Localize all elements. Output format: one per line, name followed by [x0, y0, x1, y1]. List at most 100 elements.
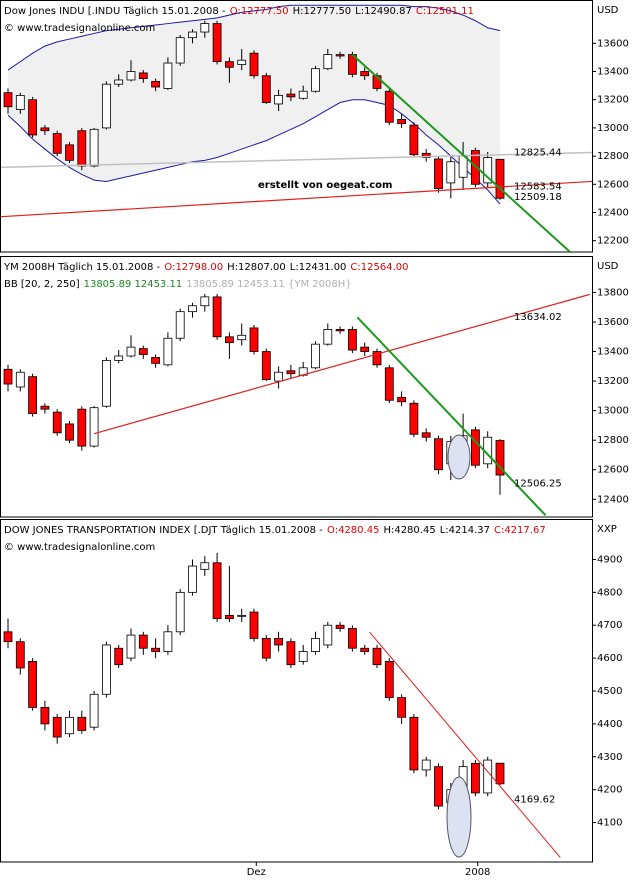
- candle-body: [77, 130, 87, 167]
- quote-value: L:12490.87: [355, 6, 412, 17]
- y-tick-label: 12400: [597, 494, 629, 505]
- candle-body: [175, 37, 185, 64]
- candle-body: [40, 405, 50, 410]
- y-tick-label: 4800: [597, 587, 622, 598]
- candle-body: [483, 759, 493, 794]
- candle-body: [347, 328, 357, 351]
- candle-body: [495, 440, 505, 476]
- candle-body: [151, 357, 161, 364]
- candle-body: [28, 376, 38, 414]
- candle-body: [151, 647, 161, 652]
- candle-body: [224, 614, 234, 620]
- candle-body: [397, 396, 407, 403]
- candle-body: [163, 631, 173, 652]
- price-label: 13634.02: [514, 312, 562, 323]
- candle-body: [188, 565, 197, 593]
- y-tick-label: 4300: [597, 752, 622, 763]
- y-tick-label: 12600: [597, 465, 629, 476]
- candle-body: [261, 637, 271, 659]
- y-tick-label: 13000: [597, 123, 629, 134]
- y-tick-label: 12200: [597, 236, 629, 247]
- candle-body: [397, 119, 407, 125]
- candle-body: [409, 124, 419, 156]
- band-line: [7, 4, 501, 71]
- candle-body: [335, 328, 345, 332]
- highlight-ellipse: [447, 434, 471, 480]
- candle-body: [114, 355, 124, 361]
- candle-body: [298, 651, 308, 662]
- candle-body: [3, 368, 13, 385]
- candle-body: [200, 562, 210, 570]
- y-tick-label: 13800: [597, 287, 629, 298]
- candle-body: [175, 311, 185, 339]
- title-text: YM 2008H Täglich 15.01.2008 -: [3, 262, 160, 273]
- candle-body: [372, 647, 382, 666]
- indicator-values: 13805.89 12453.11: [84, 279, 183, 290]
- candle-body: [286, 370, 296, 375]
- candle-body: [102, 83, 111, 129]
- source-label: © www.tradesignalonline.com: [4, 542, 155, 553]
- candle-body: [3, 631, 13, 643]
- candle-body: [360, 71, 370, 77]
- candle-body: [52, 716, 62, 738]
- trend-line: [351, 53, 571, 252]
- candle-body: [360, 346, 370, 352]
- indicator-name: BB [20, 2, 250]: [4, 279, 80, 290]
- panel-frame: [0, 256, 593, 518]
- y-tick-label: 4100: [597, 818, 622, 829]
- candle-body: [495, 158, 505, 199]
- unit-label: USD: [597, 261, 619, 272]
- candle-body: [212, 23, 222, 63]
- candle-body: [65, 716, 74, 735]
- candle-body: [114, 79, 124, 85]
- candle-body: [65, 144, 74, 161]
- trend-line: [1, 151, 592, 169]
- trend-line: [356, 316, 547, 516]
- y-tick-label: 4200: [597, 785, 622, 796]
- candle-body: [89, 407, 99, 447]
- candle-body: [261, 351, 271, 381]
- highlight-ellipse: [446, 776, 472, 858]
- candle-body: [458, 155, 468, 178]
- candle-body: [52, 411, 62, 434]
- candle-body: [298, 90, 308, 99]
- candle-body: [200, 23, 210, 33]
- candle-body: [126, 634, 136, 659]
- candle-body: [3, 92, 13, 108]
- price-label: 12509.18: [514, 192, 562, 203]
- candle-body: [335, 624, 345, 629]
- candle-body: [274, 371, 284, 382]
- quote-value: O:4280.45: [327, 525, 379, 536]
- y-tick-label: 13600: [597, 317, 629, 328]
- candle-body: [495, 762, 505, 785]
- price-label: 4169.62: [514, 795, 555, 806]
- y-tick-label: 12800: [597, 151, 629, 162]
- candle-body: [65, 423, 74, 441]
- candle-body: [224, 61, 234, 68]
- candle-body: [421, 152, 431, 158]
- candle-body: [175, 591, 185, 633]
- x-tick-label: Dez: [247, 867, 266, 878]
- quote-value: H:4280.45: [383, 525, 435, 536]
- price-label: 12506.25: [514, 479, 562, 490]
- candle-body: [237, 59, 247, 65]
- candle-body: [311, 637, 320, 652]
- candle-body: [372, 351, 382, 366]
- candle-body: [163, 337, 173, 366]
- candle-body: [89, 128, 99, 167]
- price-label: 12583.54: [514, 182, 562, 193]
- unit-label: XXP: [597, 524, 617, 535]
- candle-body: [77, 716, 87, 731]
- candle-body: [40, 127, 50, 132]
- trend-line: [1, 180, 592, 218]
- candle-body: [200, 296, 210, 307]
- candle-body: [15, 371, 25, 388]
- candle-body: [151, 80, 161, 88]
- candle-body: [52, 133, 62, 154]
- quote-value: C:12501.11: [416, 6, 474, 17]
- candle-body: [409, 402, 419, 435]
- candle-body: [138, 72, 148, 79]
- candle-body: [249, 52, 259, 77]
- candle-body: [126, 71, 136, 81]
- candle-body: [249, 327, 259, 352]
